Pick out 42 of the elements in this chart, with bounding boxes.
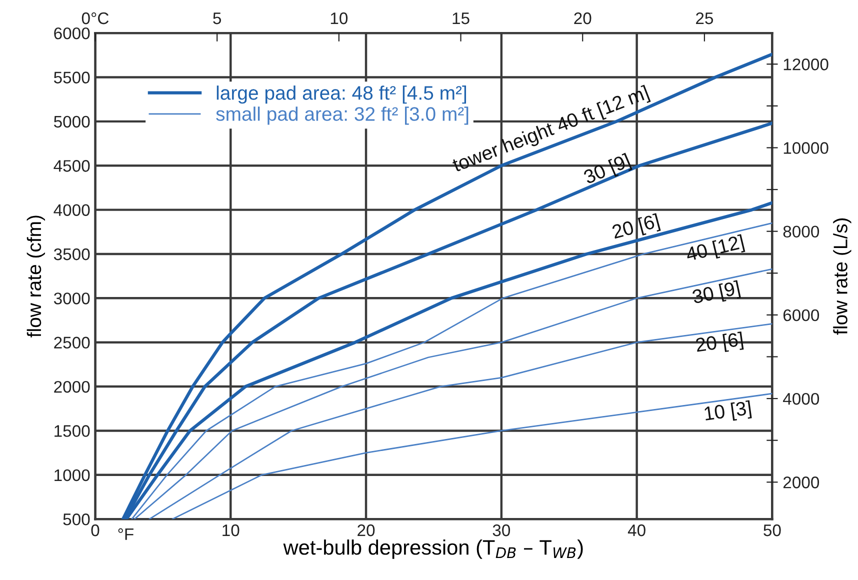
y-tick-label: 4500: [54, 160, 90, 172]
x2-tick-label: 15: [452, 12, 470, 24]
x-tick-label: 50: [764, 524, 781, 536]
y-tick-label: 5500: [54, 72, 90, 84]
y-axis-title: flow rate (cfm): [26, 216, 45, 338]
y-tick-label: 1500: [54, 425, 90, 437]
x2-tick-label: 5: [213, 12, 222, 24]
x-tick-label: 30: [492, 524, 510, 536]
y2-tick-label: 8000: [783, 226, 820, 238]
y2-axis-title: flow rate (L/s): [833, 218, 852, 335]
y-tick-label: 3000: [54, 292, 90, 304]
x-tick-label: 40: [628, 524, 646, 536]
y2-tick-label: 2000: [783, 476, 820, 488]
annotation: 10 [3]: [704, 400, 752, 424]
x-tick-label: 10: [222, 524, 240, 536]
annotation: 30 [9]: [692, 280, 741, 308]
y-tick-label: 2500: [54, 336, 90, 349]
x-tick-label: 0: [91, 524, 100, 536]
x2-tick-label: 20: [574, 12, 592, 24]
x-axis-title: wet-bulb depression (T$_{DB}$ – T$_{WB}$): [283, 540, 583, 559]
y-tick-label: 1000: [54, 469, 90, 482]
y-tick-label: 500: [63, 514, 90, 526]
x2-tick-label: 10: [330, 12, 348, 24]
legend-label: large pad area: 48 ft² [4.5 m²]: [216, 86, 466, 104]
y2-tick-label: 12000: [784, 58, 828, 70]
y2-tick-label: 10000: [784, 142, 828, 154]
x2-tick-label: 0°C: [82, 12, 109, 24]
y2-tick-label: 6000: [783, 309, 820, 322]
y-tick-label: 6000: [54, 27, 90, 40]
y-tick-label: 2000: [54, 380, 90, 393]
y-tick-label: 4000: [54, 204, 90, 216]
annotation: 40 [12]: [684, 234, 746, 266]
text: °F: [118, 528, 134, 540]
legend-label: small pad area: 32 ft² [3.0 m²]: [216, 106, 468, 125]
x-tick-label: 20: [358, 524, 375, 536]
x2-tick-label: 25: [696, 12, 714, 24]
annotation: 20 [6]: [611, 213, 661, 243]
y-tick-label: 5000: [54, 116, 90, 128]
annotation: 20 [6]: [695, 332, 744, 356]
annotation: 30 [9]: [582, 152, 632, 188]
y-tick-label: 3500: [54, 248, 90, 260]
y2-tick-label: 4000: [783, 392, 820, 405]
